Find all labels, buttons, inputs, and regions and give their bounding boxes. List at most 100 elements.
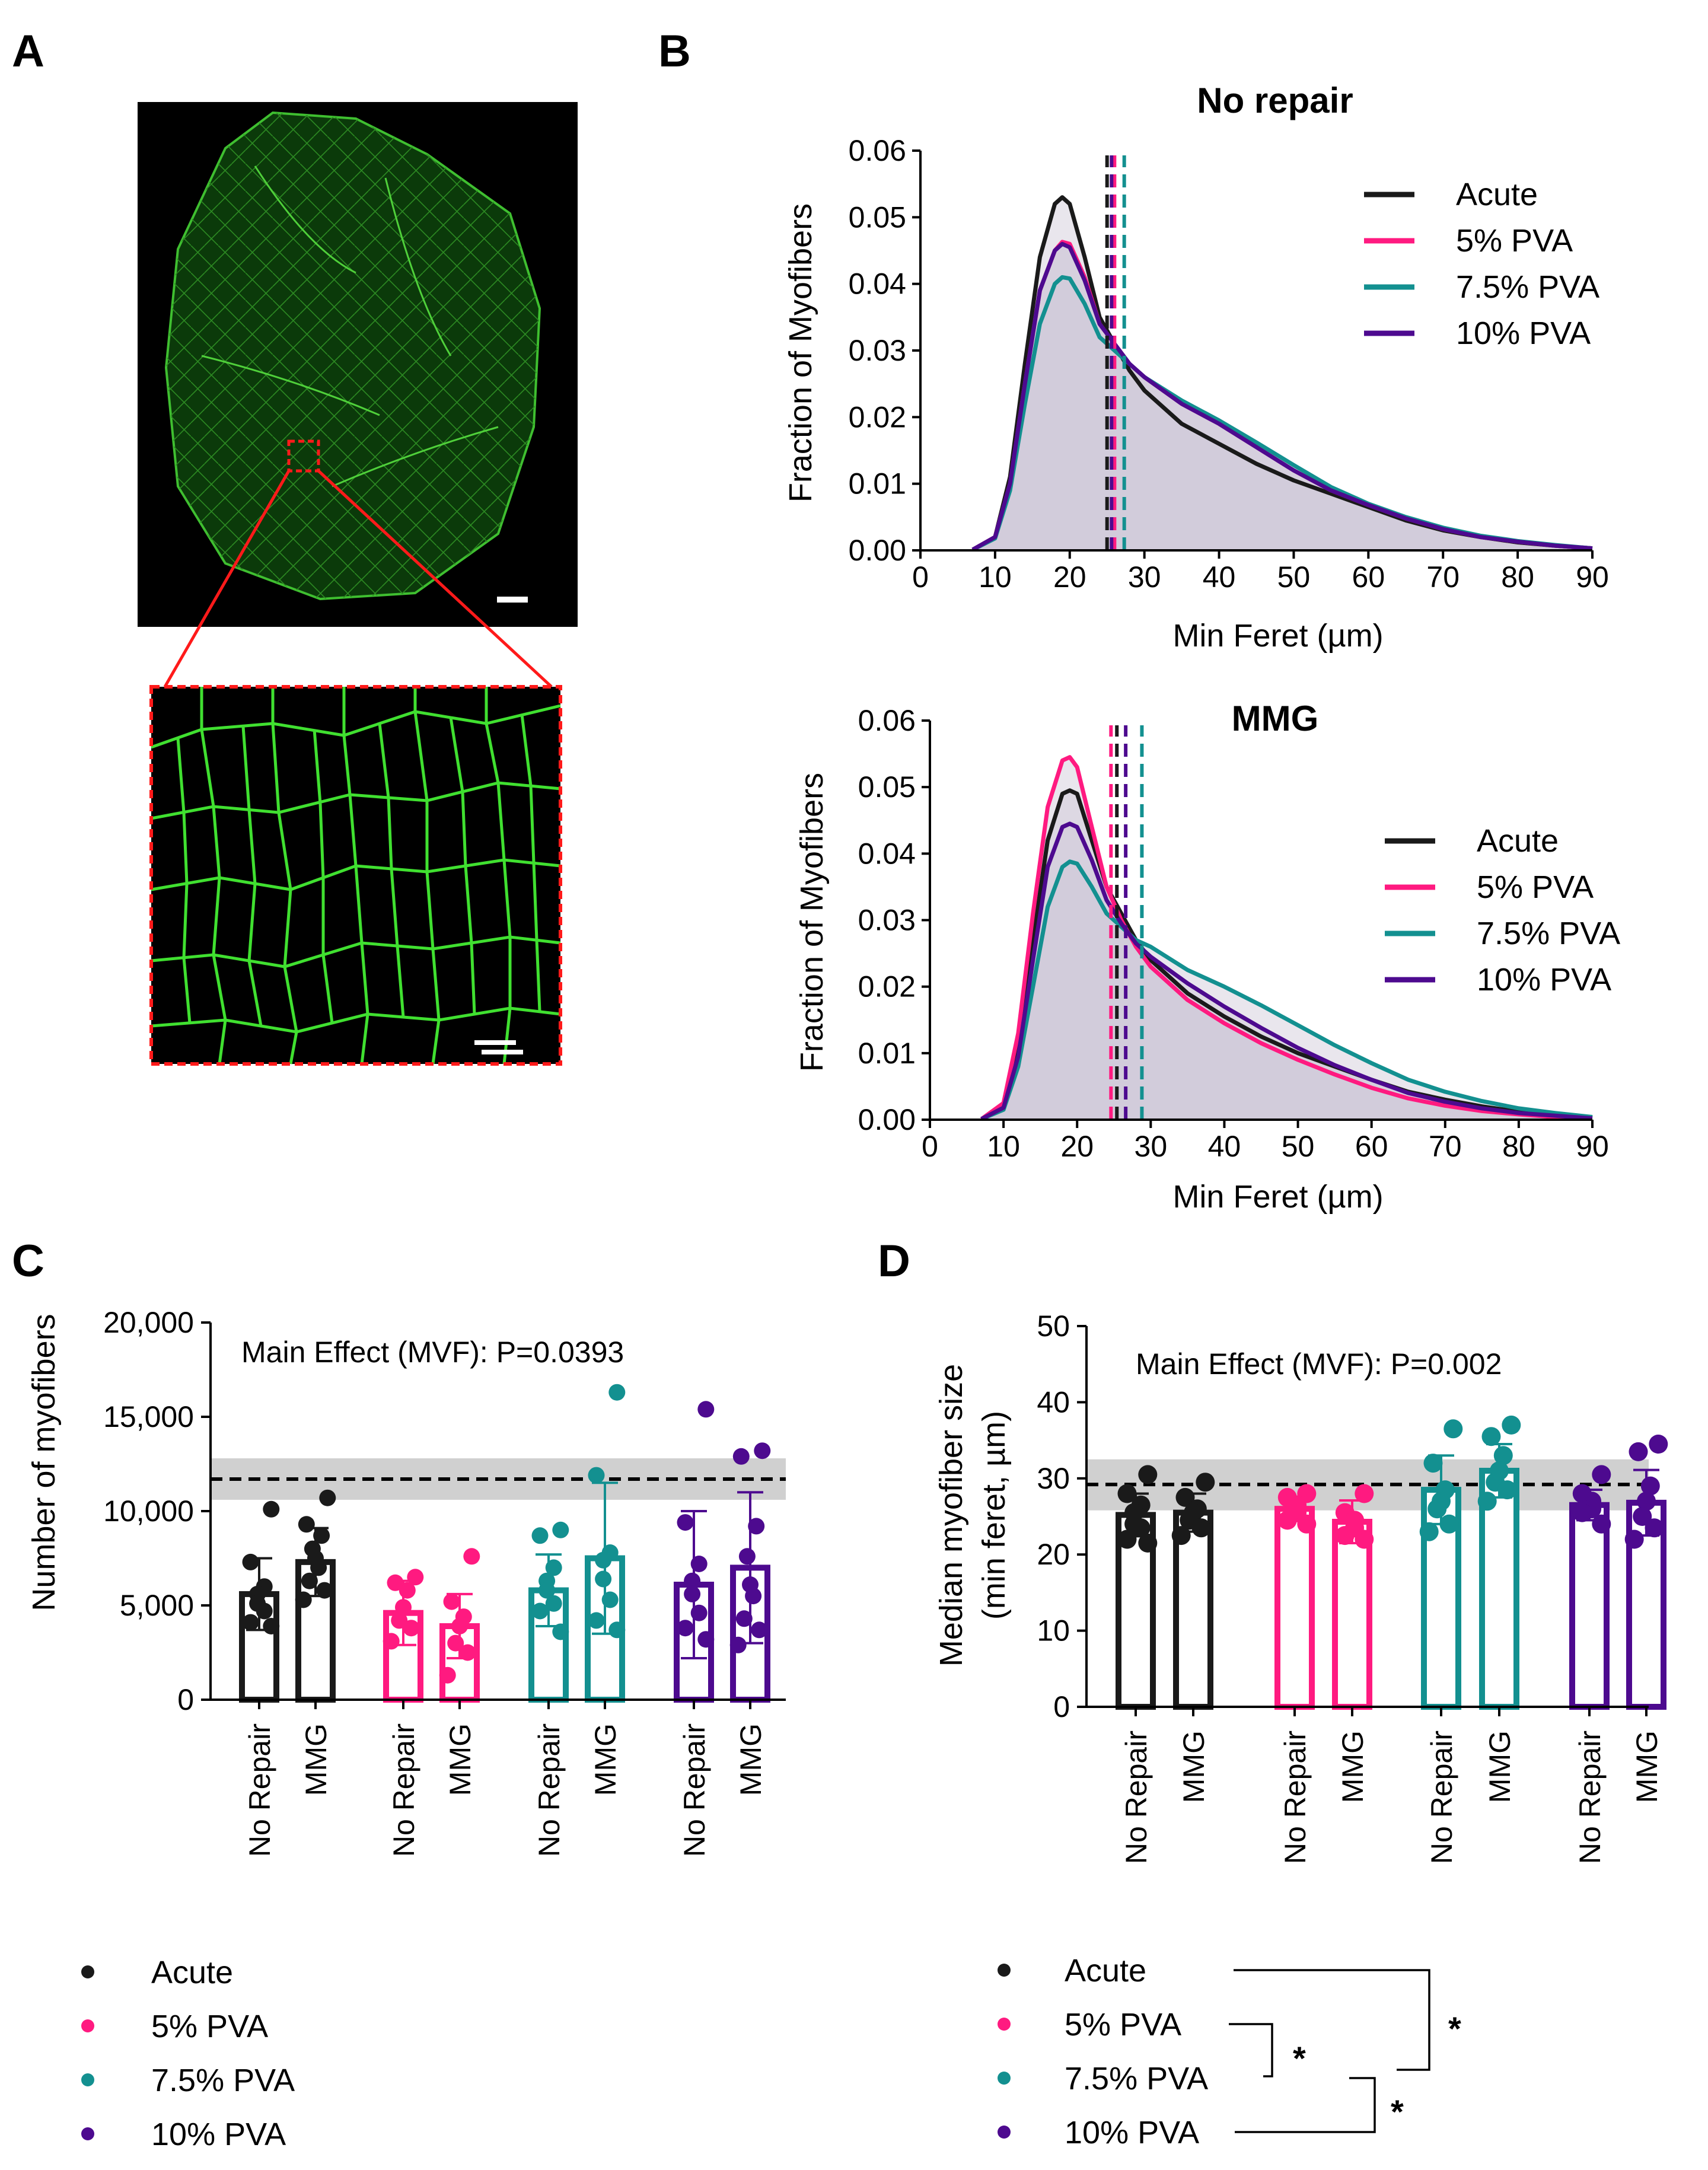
data-point-pva10 [1633, 1507, 1652, 1526]
y-axis-label: Fraction of Myofibers [783, 203, 818, 502]
data-point-pva75 [1427, 1499, 1447, 1519]
data-point-pva5 [383, 1633, 400, 1650]
data-point-pva10 [690, 1604, 708, 1621]
legend-dot-5pva [998, 2018, 1011, 2031]
data-point-pva10 [677, 1514, 694, 1531]
y-tick-label: 15,000 [103, 1400, 194, 1433]
y-tick-label: 0.05 [858, 770, 916, 804]
data-point-pva10 [677, 1620, 694, 1637]
x-tick-label: 90 [1576, 1130, 1609, 1163]
panel-letter-b: B [658, 26, 691, 77]
tissue-fiber-texture [166, 113, 540, 599]
x-tick-label: 90 [1576, 560, 1609, 594]
data-point-pva10 [1624, 1529, 1644, 1549]
y-tick-label: 0.05 [849, 200, 906, 234]
data-point-pva10 [735, 1610, 753, 1627]
data-point-pva75 [531, 1527, 549, 1544]
data-point-pva75 [595, 1551, 612, 1569]
significance-star-3: * [1391, 2093, 1404, 2130]
x-tick-label: 20 [1053, 560, 1086, 594]
legend-dot-10pva [998, 2126, 1011, 2139]
data-point-pva10 [1592, 1465, 1611, 1484]
data-point-pva5 [391, 1612, 408, 1629]
legend-label-5pva: 5% PVA [1477, 869, 1594, 905]
y-tick-label: 0.01 [849, 467, 906, 501]
data-point-pva75 [545, 1559, 562, 1576]
density-fill-acute [981, 790, 1592, 1120]
x-tick-label: 70 [1429, 1130, 1462, 1163]
data-point-acute [242, 1614, 259, 1631]
data-point-acute [298, 1516, 315, 1533]
data-point-acute [1117, 1484, 1137, 1503]
category-label: No Repair [1120, 1731, 1153, 1864]
legend-label-10pva: 10% PVA [151, 2117, 286, 2152]
density-fill-pva75 [981, 861, 1592, 1120]
data-point-pva10 [751, 1621, 768, 1639]
density-fill-pva5 [973, 241, 1592, 550]
x-tick-label: 50 [1277, 560, 1311, 594]
data-point-pva10 [1649, 1435, 1668, 1454]
x-tick-label: 80 [1502, 1130, 1535, 1163]
bracket-5pva-vs-7-5pva [1229, 2023, 1273, 2077]
legend-label-7-5pva: 7.5% PVA [1065, 2061, 1208, 2096]
data-point-pva75 [552, 1623, 569, 1640]
density-fill-pva10 [981, 823, 1592, 1120]
data-point-pva75 [1493, 1446, 1513, 1465]
density-fill-acute [973, 197, 1592, 551]
main-effect-annotation: Main Effect (MVF): P=0.0393 [241, 1336, 624, 1369]
y-tick-label: 50 [1037, 1309, 1070, 1343]
data-point-pva5 [403, 1620, 420, 1637]
data-point-pva10 [684, 1572, 701, 1589]
bar-chart-myofiber-count: Number of myofibers 0 5,000 10,000 15,000 20… [26, 1306, 786, 1857]
x-tick-label: 10 [979, 560, 1012, 594]
data-point-acute [316, 1582, 333, 1599]
legend-b-bottom: Acute 5% PVA 7.5% PVA 10% PVA [1385, 823, 1620, 998]
legend-label-acute: Acute [151, 1955, 233, 1990]
data-point-pva5 [1297, 1514, 1317, 1534]
data-point-pva10 [1592, 1514, 1611, 1534]
data-point-pva10 [1640, 1476, 1660, 1496]
y-tick-label: 30 [1037, 1462, 1070, 1495]
data-point-pva75 [1477, 1492, 1497, 1511]
category-label: MMG [589, 1723, 622, 1796]
data-point-acute [319, 1489, 336, 1506]
data-point-pva5 [1355, 1529, 1374, 1549]
category-label: No Repair [1573, 1731, 1607, 1864]
data-point-pva10 [697, 1401, 715, 1418]
data-point-pva10 [729, 1636, 747, 1653]
data-point-pva5 [463, 1548, 480, 1565]
myofiber-membranes [151, 687, 561, 1065]
y-tick-label: 0.03 [858, 904, 916, 937]
y-tick-label: 0.06 [858, 704, 916, 737]
legend-dot-acute [81, 1965, 94, 1978]
data-point-pva75 [608, 1384, 626, 1401]
significance-star-1: * [1448, 2010, 1461, 2047]
data-point-pva75 [1443, 1419, 1463, 1439]
zoom-connector-left [163, 470, 291, 688]
data-point-pva5 [1355, 1484, 1374, 1503]
scale-bar-zoom-2 [482, 1050, 523, 1054]
legend-label-10pva: 10% PVA [1456, 316, 1591, 351]
y-tick-label: 0.01 [858, 1037, 916, 1070]
y-tick-label: 10,000 [103, 1495, 194, 1528]
x-tick-label: 60 [1355, 1130, 1388, 1163]
category-label: MMG [1630, 1731, 1664, 1803]
legend-dot-5pva [81, 2019, 94, 2032]
data-point-pva75 [1481, 1427, 1501, 1446]
density-fill-pva5 [981, 757, 1592, 1120]
zoom-frame [149, 685, 562, 1066]
legend-dot-7-5pva [998, 2072, 1011, 2085]
x-tick-label: 40 [1203, 560, 1236, 594]
category-label: MMG [299, 1723, 333, 1796]
density-line-pva10 [971, 241, 1593, 552]
data-point-pva75 [588, 1612, 605, 1629]
y-tick-label: 5,000 [120, 1589, 194, 1622]
scale-bar [497, 597, 528, 603]
data-point-pva75 [552, 1521, 569, 1538]
y-tick-label: 0.02 [849, 400, 906, 434]
density-plot-mmg: MMG Fraction of Myofibers Min Feret (µm)… [794, 699, 1609, 1215]
x-tick-label: 0 [912, 560, 929, 594]
y-axis-label: Median myofiber size [933, 1364, 969, 1666]
data-point-pva75 [608, 1621, 626, 1639]
data-point-pva75 [531, 1602, 549, 1620]
